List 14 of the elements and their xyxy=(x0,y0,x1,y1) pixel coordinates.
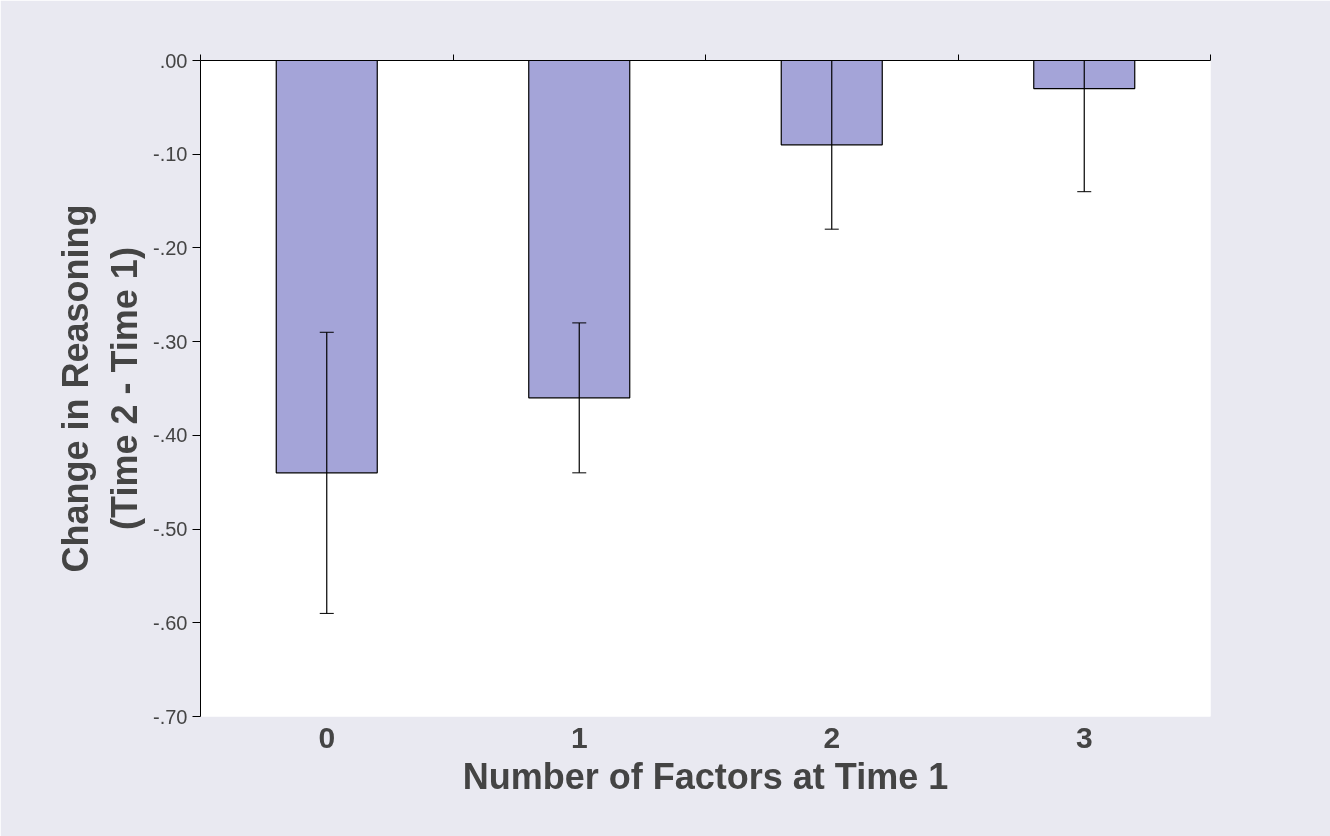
x-tick-label: 1 xyxy=(570,720,588,754)
y-tick-label: -.70 xyxy=(153,705,188,728)
x-tick-label: 2 xyxy=(823,720,841,754)
y-tick-label: -.40 xyxy=(153,424,188,447)
y-tick-label: .00 xyxy=(159,49,188,72)
y-tick-label: -.10 xyxy=(153,143,188,166)
y-tick-label: -.20 xyxy=(153,236,188,259)
y-axis-title: Change in Reasoning (Time 2 - Time 1) xyxy=(54,204,146,573)
x-tick-label: 3 xyxy=(1075,720,1093,754)
y-tick-label: -.50 xyxy=(153,518,188,541)
x-tick-label: 0 xyxy=(318,720,336,754)
x-axis-title: Number of Factors at Time 1 xyxy=(462,755,949,797)
y-tick-label: -.30 xyxy=(153,330,188,353)
y-tick-label: -.60 xyxy=(153,611,188,634)
